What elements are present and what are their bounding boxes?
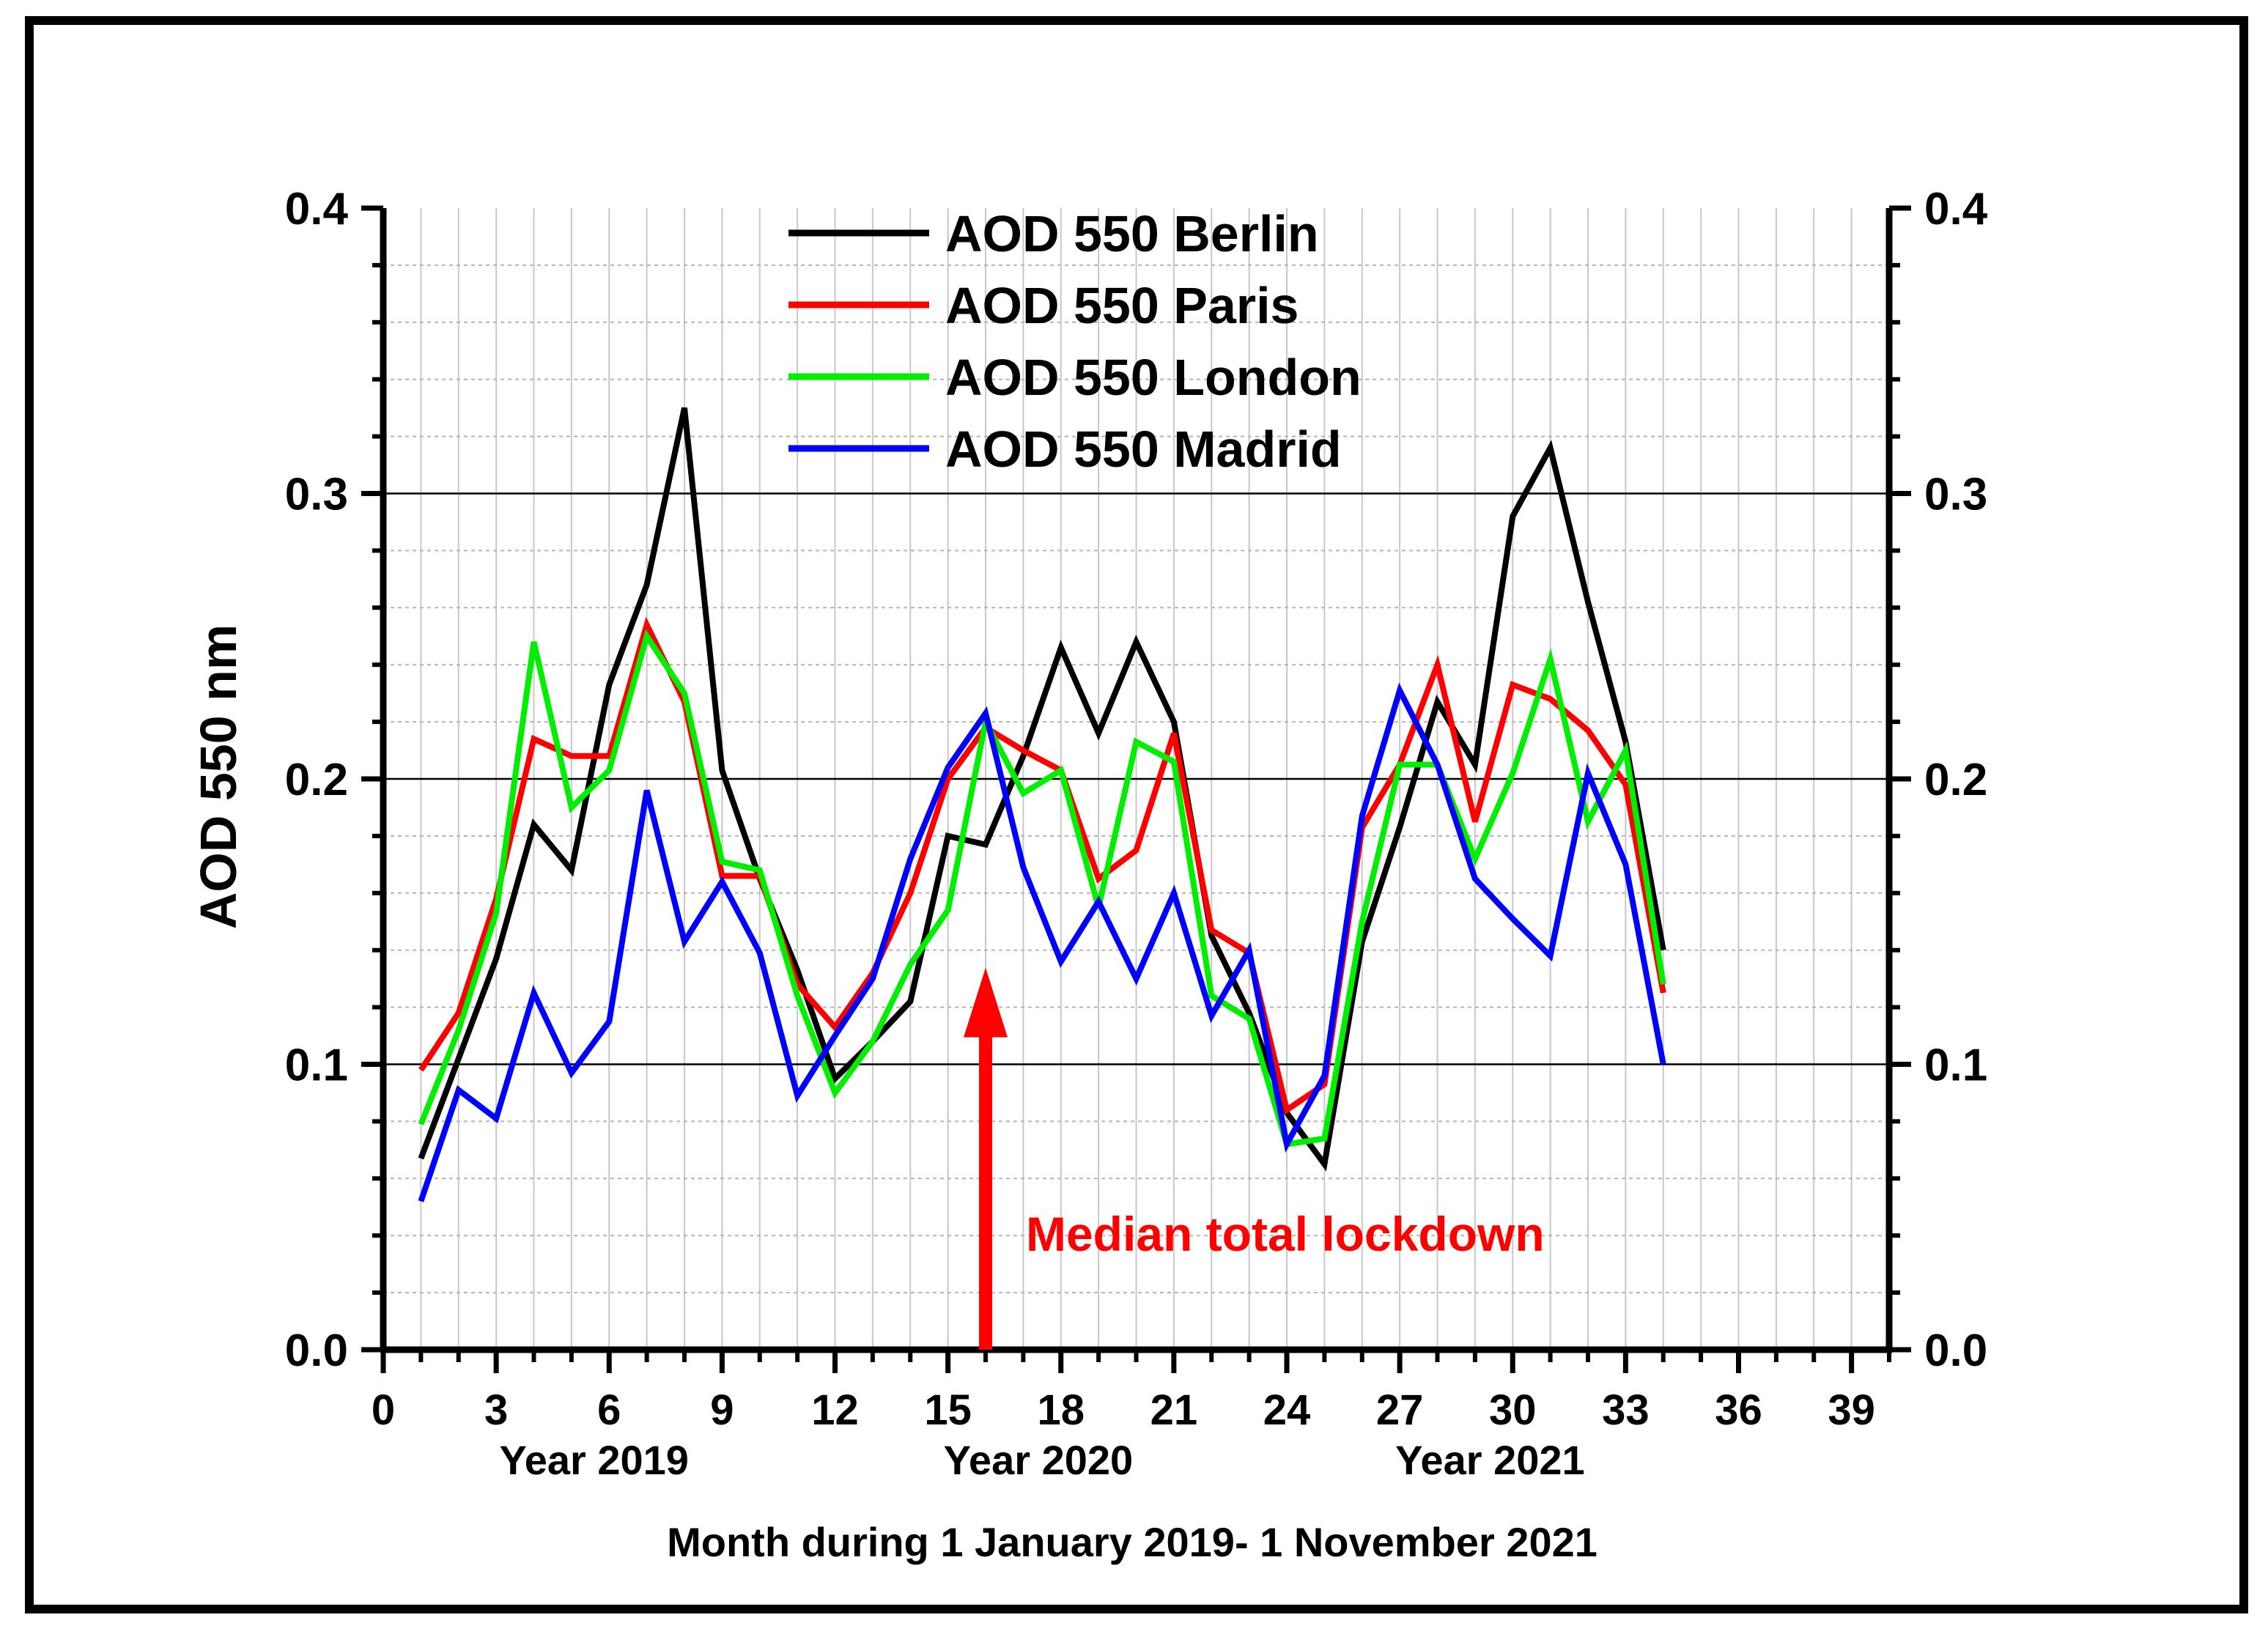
x-tick-label: 36: [1715, 1386, 1762, 1434]
x-tick-label: 9: [710, 1386, 734, 1434]
y-tick-label-left: 0.0: [285, 1326, 348, 1376]
legend-label: AOD 550 Paris: [945, 277, 1299, 334]
x-tick-label: 15: [924, 1386, 972, 1434]
legend: AOD 550 Berlin AOD 550 Paris AOD 550 Londo…: [788, 205, 1362, 478]
x-tick-label: 21: [1150, 1386, 1198, 1434]
y-tick-label-right: 0.1: [1924, 1040, 1987, 1091]
y-tick-label-left: 0.3: [285, 470, 348, 520]
x-tick-label: 30: [1489, 1386, 1537, 1434]
x-tick-label: 0: [372, 1386, 395, 1434]
x-tick-label: 6: [597, 1386, 621, 1434]
x-tick-label: 18: [1037, 1386, 1085, 1434]
lockdown-arrowhead: [964, 967, 1008, 1038]
series-lines: [418, 407, 1666, 1202]
axis-labels: Year 2019 Year 2020 Year 2021 Month during …: [190, 624, 1597, 1565]
legend-label: AOD 550 London: [945, 349, 1362, 406]
series-line-london: [418, 629, 1666, 1148]
axes: 0.0 0.00.1 0.10.2 0.20.3 0.30.4 0.40 3 6 9 12 15 18…: [285, 184, 1988, 1434]
year-label: Year 2019: [499, 1437, 688, 1483]
year-label: Year 2020: [944, 1437, 1133, 1483]
year-label: Year 2021: [1395, 1437, 1584, 1483]
annotation: Median total lockdown: [964, 967, 1545, 1350]
series-line-paris: [418, 616, 1666, 1115]
y-tick-label-right: 0.4: [1924, 184, 1988, 234]
y-tick-label-left: 0.1: [285, 1040, 348, 1091]
annotation-text: Median total lockdown: [1026, 1207, 1545, 1261]
y-tick-label-left: 0.4: [285, 184, 349, 234]
legend-label: AOD 550 Madrid: [945, 421, 1342, 478]
x-axis-title: Month during 1 January 2019- 1 November …: [667, 1519, 1597, 1565]
series-line-madrid: [418, 682, 1666, 1202]
y-tick-label-right: 0.0: [1924, 1326, 1987, 1376]
y-axis-title: AOD 550 nm: [190, 624, 247, 929]
grid: [383, 208, 1889, 1350]
y-tick-label-right: 0.2: [1924, 755, 1987, 805]
legend-label: AOD 550 Berlin: [945, 205, 1319, 262]
x-tick-label: 39: [1828, 1386, 1875, 1434]
x-tick-label: 27: [1376, 1386, 1424, 1434]
x-tick-label: 33: [1602, 1386, 1650, 1434]
x-tick-label: 24: [1263, 1386, 1311, 1434]
y-tick-label-right: 0.3: [1924, 470, 1987, 520]
x-tick-label: 3: [484, 1386, 508, 1434]
y-tick-label-left: 0.2: [285, 755, 348, 805]
x-tick-label: 12: [811, 1386, 859, 1434]
